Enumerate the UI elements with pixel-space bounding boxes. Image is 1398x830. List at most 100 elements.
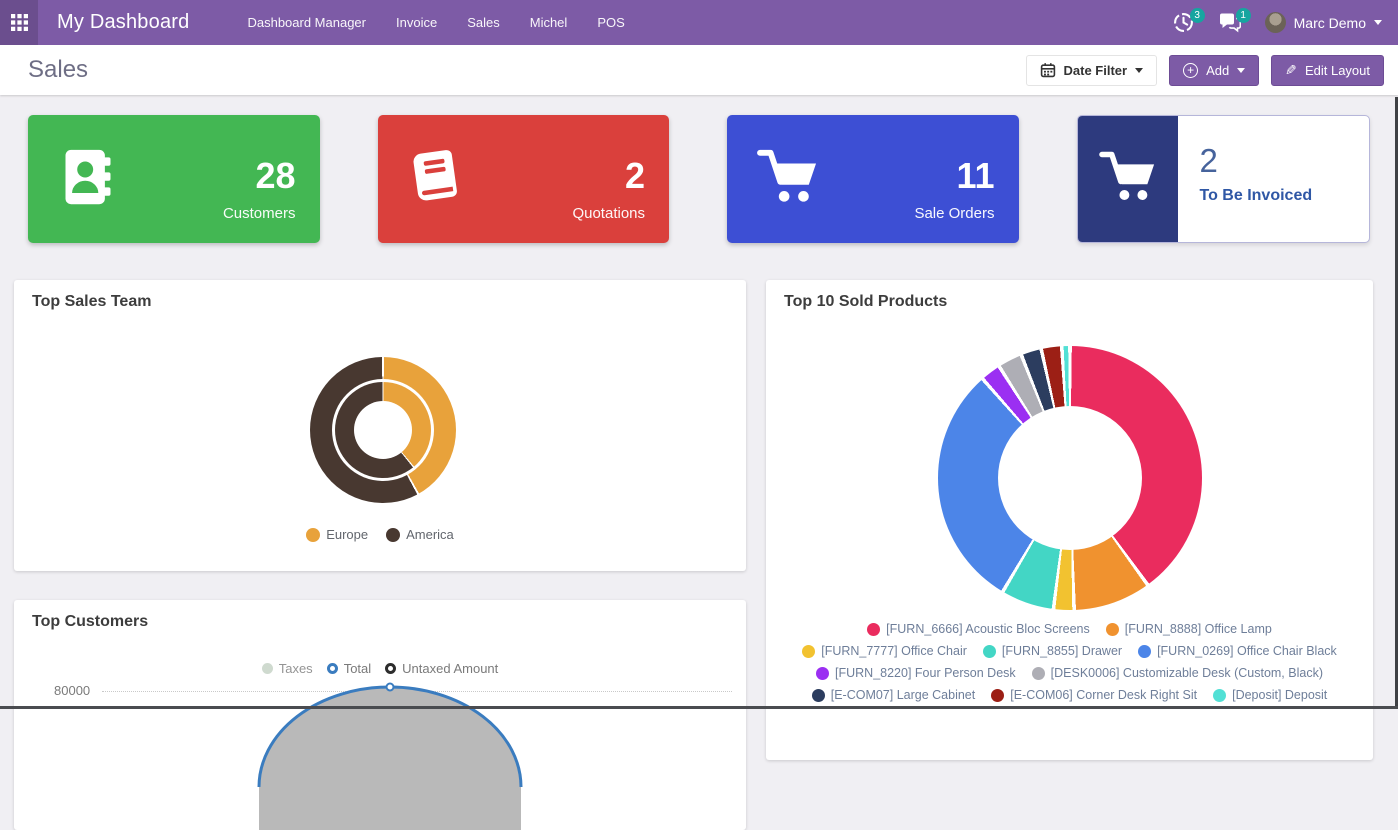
panel-top-customers: Top Customers Taxes Total Untaxed Amount 8… xyxy=(14,600,746,830)
date-filter-label: Date Filter xyxy=(1063,62,1128,78)
legend-dot xyxy=(867,622,881,636)
legend-row: [FURN_6666] Acoustic Bloc Screens [FURN_8… xyxy=(766,618,1373,640)
data-point[interactable] xyxy=(385,682,395,692)
legend-item[interactable]: [E-COM06] Corner Desk Right Sit xyxy=(991,688,1197,702)
activities-button[interactable]: 3 xyxy=(1173,7,1205,34)
panel-top-10-sold-products: Top 10 Sold Products [FURN_6666] Acousti… xyxy=(766,280,1373,760)
clock-icon xyxy=(1173,12,1193,32)
legend-item[interactable]: [FURN_0269] Office Chair Black xyxy=(1138,644,1337,658)
customers-line-chart[interactable] xyxy=(14,682,746,830)
products-donut-chart[interactable] xyxy=(938,346,1202,610)
apps-menu-button[interactable] xyxy=(0,0,38,45)
legend-label: Taxes xyxy=(278,661,313,676)
kpi-value: 2 xyxy=(1199,142,1218,179)
window-edge xyxy=(0,706,1398,709)
panel-top-sales-team: Top Sales Team Europe America xyxy=(14,280,746,571)
user-menu[interactable]: Marc Demo xyxy=(1264,12,1382,33)
book-icon xyxy=(403,144,469,214)
topbar-right: 3 1 Marc Demo xyxy=(1173,7,1398,34)
legend-label: Untaxed Amount xyxy=(402,661,499,676)
user-name: Marc Demo xyxy=(1293,14,1366,31)
legend-item[interactable]: [Deposit] Deposit xyxy=(1213,688,1327,702)
legend-label: America xyxy=(406,527,454,542)
add-button-label: Add xyxy=(1206,62,1230,78)
legend-label: [E-COM06] Corner Desk Right Sit xyxy=(1010,688,1198,702)
nav-item-pos[interactable]: POS xyxy=(597,15,625,30)
legend-label: [FURN_8855] Drawer xyxy=(1001,644,1123,658)
pencil-icon: ✎ xyxy=(1285,61,1297,78)
contacts-icon xyxy=(58,147,118,212)
legend-label: Europe xyxy=(326,527,369,542)
legend-dot xyxy=(386,527,401,542)
sales-team-donut-chart[interactable] xyxy=(310,357,456,503)
products-legend: [FURN_6666] Acoustic Bloc Screens [FURN_8… xyxy=(766,618,1373,706)
legend-item[interactable]: [FURN_8888] Office Lamp xyxy=(1105,622,1272,636)
legend-label: [FURN_7777] Office Chair xyxy=(821,644,967,658)
legend-item[interactable]: [DESK0006] Customizable Desk (Custom, Bl… xyxy=(1031,666,1323,680)
cart-icon xyxy=(1098,150,1157,209)
edit-layout-label: Edit Layout xyxy=(1304,62,1370,78)
chevron-down-icon xyxy=(1374,20,1382,25)
kpi-value: 2 xyxy=(624,155,645,196)
donut-hole xyxy=(354,401,412,459)
cart-icon xyxy=(757,148,819,211)
user-avatar xyxy=(1264,12,1286,33)
legend-row: [E-COM07] Large Cabinet [E-COM06] Corner … xyxy=(766,684,1373,706)
legend-dot xyxy=(982,644,996,658)
legend-item[interactable]: America xyxy=(386,527,454,542)
legend-item[interactable]: [FURN_7777] Office Chair xyxy=(802,644,967,658)
page-title: Sales xyxy=(28,56,89,83)
add-button[interactable]: + Add xyxy=(1169,54,1260,86)
legend-label: [FURN_0269] Office Chair Black xyxy=(1157,644,1337,658)
kpi-label: Quotations xyxy=(572,205,645,222)
kpi-card-to-be-invoiced[interactable]: 2 To Be Invoiced xyxy=(1076,115,1370,243)
nav-item-dashboard-manager[interactable]: Dashboard Manager xyxy=(247,15,366,30)
scrollbar[interactable] xyxy=(1395,97,1398,709)
legend-dot xyxy=(385,663,397,674)
control-panel-actions: Date Filter + Add ✎ Edit Layout xyxy=(1025,54,1384,86)
kpi-card-customers[interactable]: 28 Customers xyxy=(28,115,320,243)
legend-label: [FURN_6666] Acoustic Bloc Screens xyxy=(886,622,1090,636)
legend-dot xyxy=(1031,666,1045,680)
sales-team-legend: Europe America xyxy=(14,527,746,542)
legend-label: [DESK0006] Customizable Desk (Custom, Bl… xyxy=(1050,666,1323,680)
legend-item[interactable]: [FURN_8220] Four Person Desk xyxy=(816,666,1016,680)
kpi-card-quotations[interactable]: 2 Quotations xyxy=(377,115,669,243)
kpi-value: 11 xyxy=(956,155,995,196)
legend-dot xyxy=(1105,622,1119,636)
panel-title: Top Customers xyxy=(32,613,149,630)
legend-item[interactable]: [FURN_8855] Drawer xyxy=(982,644,1123,658)
legend-item[interactable]: Europe xyxy=(306,527,368,542)
messages-badge[interactable]: 1 xyxy=(1235,7,1251,23)
kpi-card-sale-orders[interactable]: 11 Sale Orders xyxy=(727,115,1019,243)
legend-label: [FURN_8220] Four Person Desk xyxy=(835,666,1016,680)
date-filter-button[interactable]: Date Filter xyxy=(1025,54,1158,86)
edit-layout-button[interactable]: ✎ Edit Layout xyxy=(1271,54,1384,86)
legend-label: [FURN_8888] Office Lamp xyxy=(1124,622,1272,636)
legend-row: [FURN_8220] Four Person Desk [DESK0006] C… xyxy=(766,662,1373,684)
legend-item[interactable]: Total xyxy=(326,661,372,676)
nav-item-invoice[interactable]: Invoice xyxy=(396,15,438,30)
app-title[interactable]: My Dashboard xyxy=(57,11,190,33)
legend-label: [E-COM07] Large Cabinet xyxy=(830,688,976,702)
activities-badge[interactable]: 3 xyxy=(1189,7,1205,23)
nav-item-sales[interactable]: Sales xyxy=(467,15,500,30)
calendar-icon xyxy=(1040,63,1055,78)
legend-item[interactable]: Taxes xyxy=(261,661,313,676)
kpi-label: Sale Orders xyxy=(914,205,995,222)
legend-dot xyxy=(802,644,816,658)
legend-item[interactable]: [FURN_6666] Acoustic Bloc Screens xyxy=(867,622,1090,636)
y-axis-tick: 80000 xyxy=(54,683,91,698)
nav-item-michel[interactable]: Michel xyxy=(529,15,568,30)
legend-item[interactable]: [E-COM07] Large Cabinet xyxy=(811,688,976,702)
kpi-icon-block xyxy=(1077,116,1178,242)
kpi-label: Customers xyxy=(222,205,296,222)
legend-dot xyxy=(991,688,1005,702)
kpi-value: 28 xyxy=(255,155,296,196)
main-nav: Dashboard Manager Invoice Sales Michel POS xyxy=(247,15,624,30)
legend-label: Total xyxy=(343,661,372,676)
legend-item[interactable]: Untaxed Amount xyxy=(385,661,498,676)
messages-button[interactable]: 1 xyxy=(1219,7,1251,34)
top-navbar: My Dashboard Dashboard Manager Invoice Sal… xyxy=(0,0,1398,45)
legend-label: [Deposit] Deposit xyxy=(1232,688,1328,702)
